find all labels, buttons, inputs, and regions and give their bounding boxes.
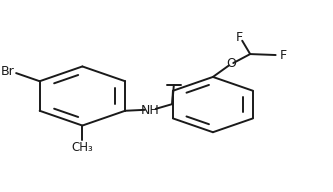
Text: F: F bbox=[235, 31, 242, 44]
Text: NH: NH bbox=[141, 104, 159, 117]
Text: CH₃: CH₃ bbox=[72, 141, 93, 154]
Text: F: F bbox=[280, 49, 287, 61]
Text: O: O bbox=[226, 57, 236, 70]
Text: Br: Br bbox=[1, 65, 15, 78]
